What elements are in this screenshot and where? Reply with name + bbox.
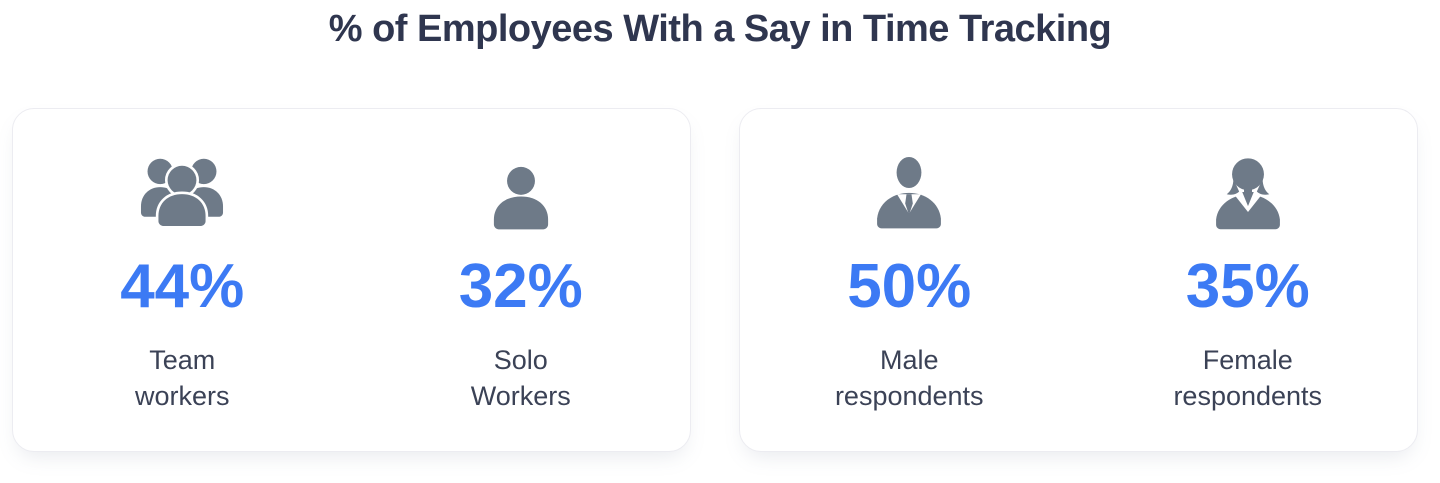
person-icon (484, 147, 558, 231)
stat-value: 50% (847, 252, 972, 321)
stat-value: 32% (458, 252, 583, 321)
infographic-page: % of Employees With a Say in Time Tracki… (0, 8, 1440, 452)
stat-solo-workers: 32% Solo Workers (352, 147, 691, 415)
stat-label: Female respondents (1173, 343, 1322, 415)
stat-label-line: respondents (1173, 380, 1323, 411)
stat-label-line: Solo (493, 345, 548, 375)
stat-label: Solo Workers (471, 343, 571, 415)
stat-label: Male respondents (835, 343, 984, 415)
page-title: % of Employees With a Say in Time Tracki… (328, 8, 1112, 50)
stat-cards-row: 44% Team workers 32% Sol (12, 108, 1418, 452)
team-icon (134, 147, 230, 231)
male-icon (869, 147, 949, 231)
stat-female-respondents: 35% Female respondents (1079, 147, 1418, 415)
stat-label: Team workers (135, 343, 230, 415)
stat-team-workers: 44% Team workers (13, 147, 352, 415)
stat-label-line: Female (1202, 345, 1293, 375)
stat-value: 35% (1185, 252, 1310, 321)
stat-male-respondents: 50% Male respondents (740, 147, 1079, 415)
stat-label-line: Workers (470, 380, 571, 411)
female-icon (1208, 147, 1288, 231)
stat-value: 44% (120, 252, 245, 321)
stat-label-line: Male (879, 345, 939, 375)
stat-label-line: workers (134, 380, 230, 411)
card-respondent-gender: 50% Male respondents (739, 108, 1418, 452)
stat-label-line: Team (149, 345, 216, 375)
stat-label-line: respondents (834, 380, 984, 411)
card-worker-type: 44% Team workers 32% Sol (12, 108, 691, 452)
